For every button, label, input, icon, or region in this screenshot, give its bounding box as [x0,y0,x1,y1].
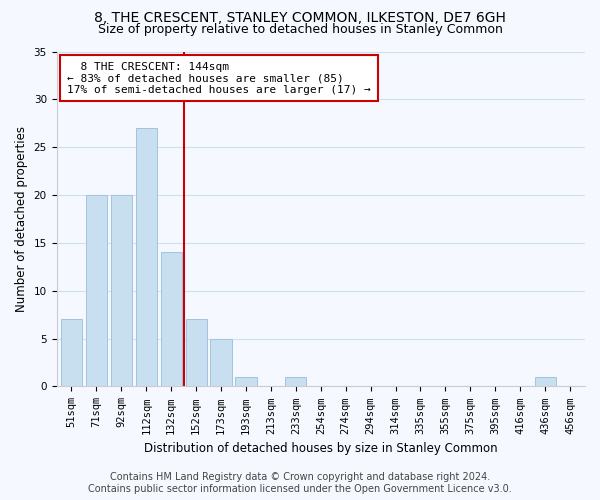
X-axis label: Distribution of detached houses by size in Stanley Common: Distribution of detached houses by size … [144,442,497,455]
Bar [136,128,157,386]
Bar [235,377,257,386]
Text: Contains HM Land Registry data © Crown copyright and database right 2024.
Contai: Contains HM Land Registry data © Crown c… [88,472,512,494]
Bar [161,252,182,386]
Text: 8, THE CRESCENT, STANLEY COMMON, ILKESTON, DE7 6GH: 8, THE CRESCENT, STANLEY COMMON, ILKESTO… [94,11,506,25]
Y-axis label: Number of detached properties: Number of detached properties [15,126,28,312]
Text: Size of property relative to detached houses in Stanley Common: Size of property relative to detached ho… [98,22,502,36]
Bar [86,195,107,386]
Bar [211,338,232,386]
Bar [285,377,307,386]
Bar [185,320,207,386]
Text: 8 THE CRESCENT: 144sqm  
← 83% of detached houses are smaller (85)
17% of semi-d: 8 THE CRESCENT: 144sqm ← 83% of detached… [67,62,371,94]
Bar [111,195,132,386]
Bar [535,377,556,386]
Bar [61,320,82,386]
